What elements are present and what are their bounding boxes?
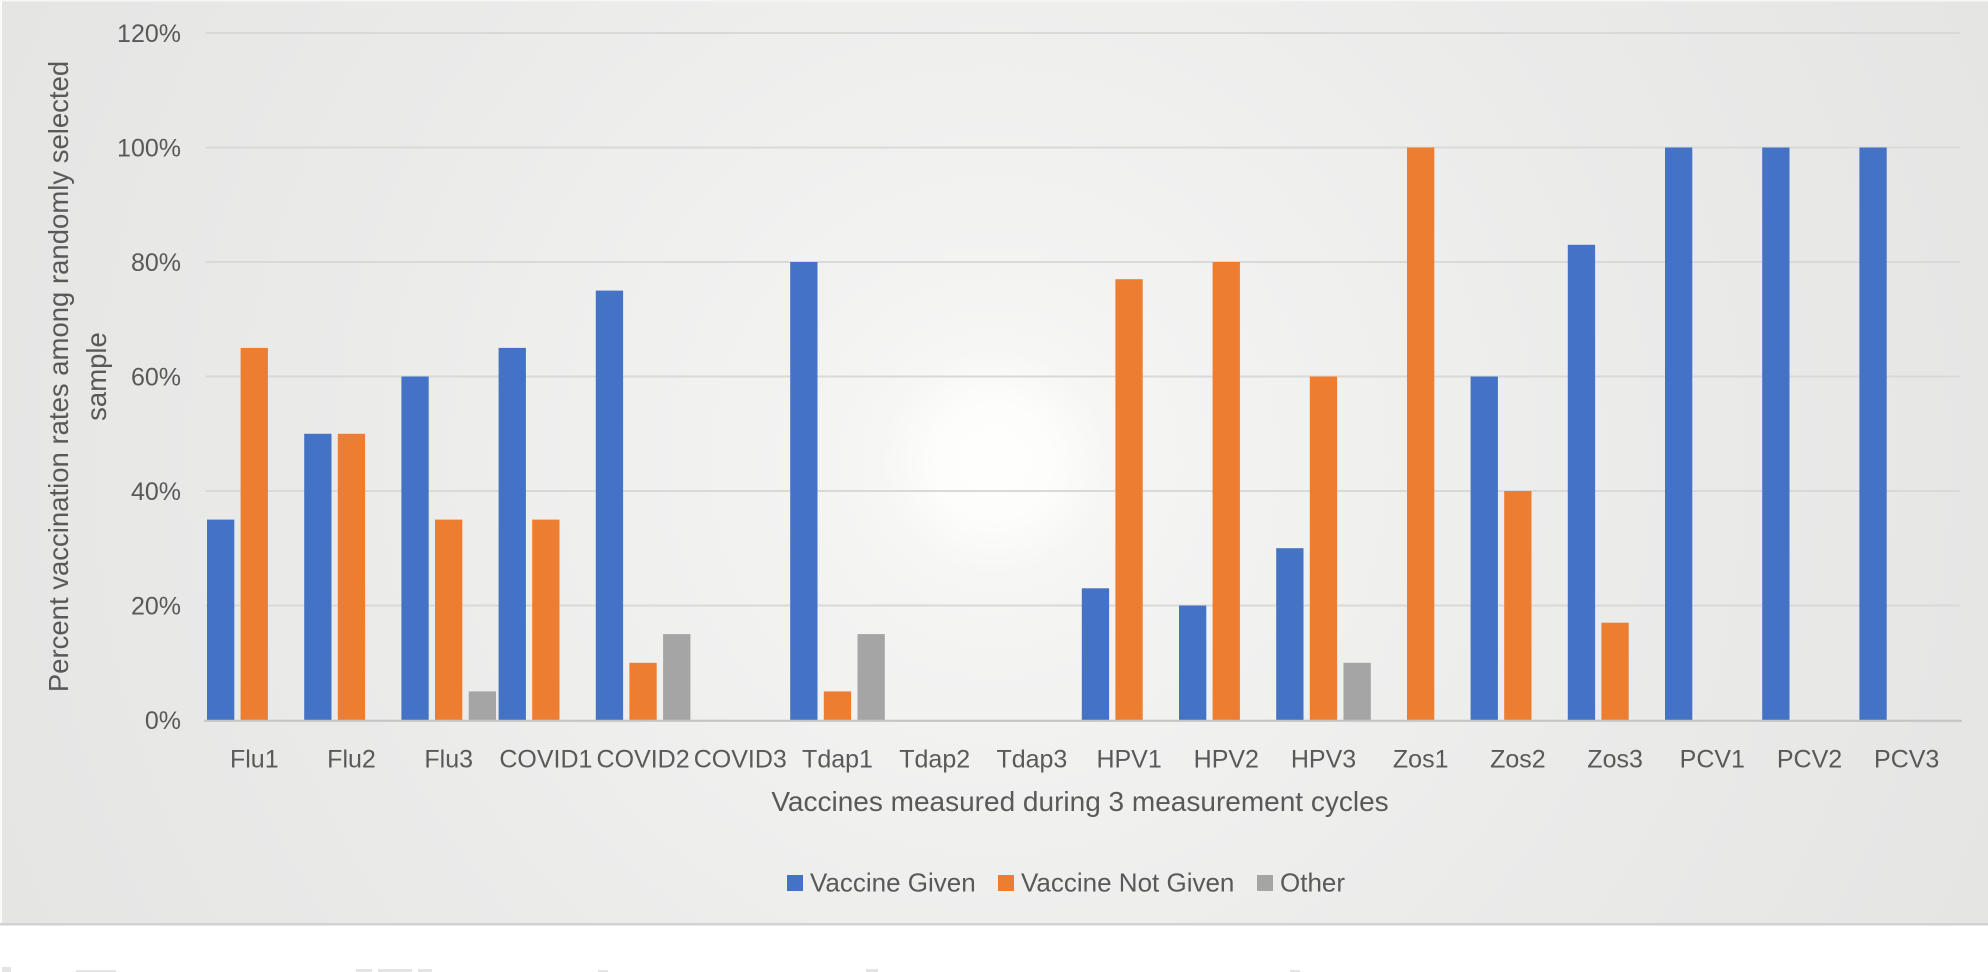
svg-text:Flu3: Flu3: [424, 746, 473, 774]
svg-text:COVID3: COVID3: [694, 746, 787, 774]
svg-text:Tdap3: Tdap3: [996, 746, 1067, 774]
svg-text:Vaccine Not Given: Vaccine Not Given: [1021, 868, 1234, 898]
svg-text:100%: 100%: [117, 135, 181, 163]
svg-text:Other: Other: [1280, 868, 1345, 898]
svg-text:Flu2: Flu2: [327, 746, 376, 774]
svg-text:Zos1: Zos1: [1393, 746, 1449, 774]
svg-text:120%: 120%: [117, 20, 181, 48]
svg-text:HPV2: HPV2: [1194, 746, 1259, 774]
svg-text:Flu1: Flu1: [230, 746, 279, 774]
svg-text:Percent vaccination rates amon: Percent vaccination rates among randomly…: [43, 61, 74, 692]
svg-text:HPV3: HPV3: [1291, 746, 1356, 774]
svg-text:HPV1: HPV1: [1096, 746, 1161, 774]
svg-text:PCV1: PCV1: [1680, 746, 1745, 774]
svg-text:Tdap1: Tdap1: [802, 746, 873, 774]
svg-text:20%: 20%: [131, 593, 181, 621]
svg-text:40%: 40%: [131, 478, 181, 506]
svg-text:PCV3: PCV3: [1874, 746, 1939, 774]
svg-text:Zos3: Zos3: [1587, 746, 1643, 774]
svg-text:Vaccine Given: Vaccine Given: [810, 868, 976, 898]
svg-text:COVID1: COVID1: [499, 746, 592, 774]
svg-text:0%: 0%: [145, 707, 181, 735]
svg-text:80%: 80%: [131, 249, 181, 277]
svg-text:PCV2: PCV2: [1777, 746, 1842, 774]
svg-text:Zos2: Zos2: [1490, 746, 1546, 774]
svg-text:COVID2: COVID2: [597, 746, 690, 774]
svg-text:Vaccines measured during 3 mea: Vaccines measured during 3 measurement c…: [771, 786, 1388, 817]
svg-text:60%: 60%: [131, 364, 181, 392]
svg-text:Tdap2: Tdap2: [899, 746, 970, 774]
svg-text:sample: sample: [81, 332, 112, 421]
